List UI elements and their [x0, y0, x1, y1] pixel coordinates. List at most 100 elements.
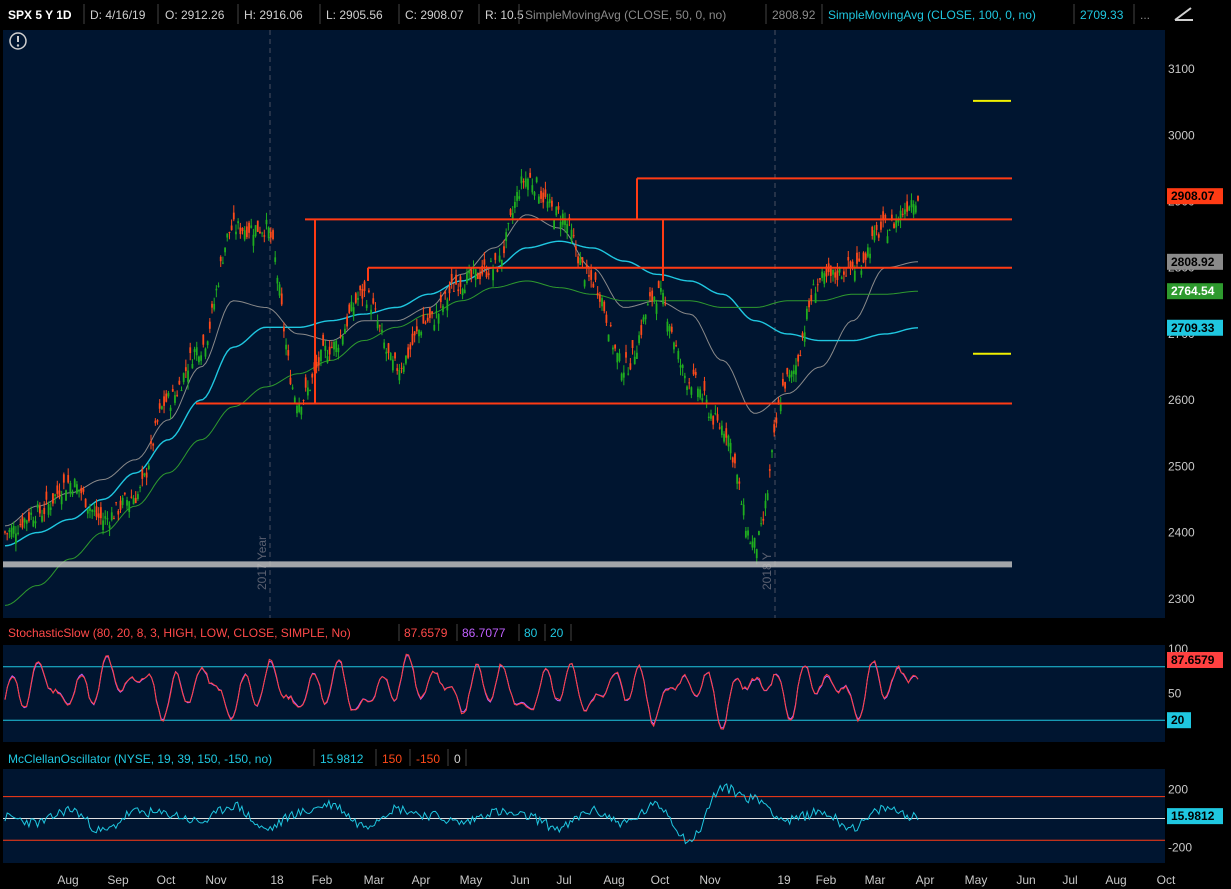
candle-body	[629, 363, 632, 370]
candle-body	[551, 200, 553, 207]
sma100-label[interactable]: SimpleMovingAvg (CLOSE, 100, 0, no)	[828, 8, 1036, 22]
stochastic-value-d: 86.7077	[462, 626, 506, 640]
candle-body	[119, 500, 122, 510]
sma50-line	[4, 214, 919, 527]
candle-body	[494, 253, 497, 260]
candle-body	[899, 210, 902, 221]
candle-body	[411, 333, 414, 345]
mcclellan-label[interactable]: McClellanOscillator (NYSE, 19, 39, 150, …	[8, 752, 272, 766]
candle-body	[283, 326, 285, 332]
alert-icon[interactable]	[9, 32, 27, 50]
candle-body	[47, 504, 50, 515]
candle-body	[80, 487, 83, 494]
candle-body	[189, 347, 192, 353]
candle-body	[82, 488, 85, 492]
candle-body	[675, 345, 678, 347]
candle-body	[694, 371, 697, 376]
candle-body	[847, 256, 850, 261]
mcclellan-value-text: 15.9812	[1171, 809, 1215, 823]
candle-body	[376, 321, 379, 329]
candle-body	[167, 392, 170, 397]
candle-body	[330, 346, 333, 348]
candle-body	[422, 314, 425, 324]
stochastic-label[interactable]: StochasticSlow (80, 20, 8, 3, HIGH, LOW,…	[8, 626, 351, 640]
candle-body	[655, 303, 658, 314]
candle-body	[603, 301, 606, 312]
candle-body	[742, 504, 745, 516]
candle-body	[195, 347, 198, 356]
candle-body	[703, 380, 706, 391]
symbol-label[interactable]: SPX 5 Y 1D	[8, 8, 72, 22]
candle-body	[333, 341, 335, 350]
candle-body	[479, 272, 481, 280]
candle-body	[653, 296, 656, 301]
more-indicator[interactable]: ...	[1140, 8, 1150, 22]
candle-body	[701, 398, 704, 401]
candle-body	[372, 298, 375, 304]
candle-body	[651, 290, 654, 301]
candle-body	[439, 294, 442, 303]
candle-body	[803, 332, 806, 342]
candle-body	[895, 219, 898, 228]
stochastic-tick-label: 50	[1168, 687, 1182, 701]
candle-body	[612, 347, 614, 350]
time-tick-label: Jun	[1016, 873, 1035, 887]
candle-body	[522, 181, 525, 183]
candle-body	[873, 230, 876, 241]
candle-body	[871, 226, 874, 236]
candle-body	[607, 334, 610, 342]
candle-body	[712, 416, 715, 425]
candle-body	[60, 496, 63, 505]
candle-body	[542, 192, 545, 203]
candle-body	[431, 311, 433, 314]
candle-body	[753, 537, 756, 548]
candle-body	[248, 222, 250, 233]
sma50-label[interactable]: SimpleMovingAvg (CLOSE, 50, 0, no)	[525, 8, 726, 22]
candle-body	[500, 259, 503, 267]
candle-body	[805, 308, 808, 320]
price-panel[interactable]	[3, 30, 1165, 618]
candle-body	[659, 287, 662, 292]
candle-body	[657, 281, 660, 289]
price-tick-label: 3000	[1168, 128, 1195, 142]
candle-body	[396, 368, 399, 371]
candle-body	[139, 487, 141, 489]
candle-body	[455, 274, 457, 285]
candle-body	[78, 489, 80, 492]
candle-body	[123, 492, 126, 495]
candle-body	[636, 352, 638, 359]
candle-body	[193, 349, 196, 353]
candle-body	[609, 325, 612, 327]
support-resistance-lines[interactable]	[3, 99, 1012, 568]
candle-body	[697, 388, 699, 398]
price-axis: 2300240025002600270028002900300031002908…	[1167, 62, 1223, 606]
candle-body	[128, 501, 131, 512]
drawing-tool-icon[interactable]	[1168, 2, 1198, 26]
stochastic-panel[interactable]	[3, 645, 1165, 742]
candle-body	[367, 290, 370, 292]
candle-body	[285, 344, 287, 350]
candle-body	[158, 403, 161, 409]
candle-body	[858, 258, 861, 262]
candle-body	[198, 356, 200, 363]
time-tick-label: Oct	[1157, 873, 1176, 887]
candle-body	[261, 232, 264, 234]
time-tick-label: Mar	[364, 873, 385, 887]
price-value-text: 2709.33	[1171, 321, 1215, 335]
candle-body	[832, 269, 834, 275]
candle-body	[851, 261, 854, 268]
candle-body	[838, 267, 841, 273]
candle-body	[572, 235, 575, 237]
candle-body	[54, 494, 57, 496]
candle-body	[553, 220, 556, 230]
mcclellan-panel[interactable]	[3, 769, 1165, 863]
price-plot	[4, 168, 919, 606]
candle-body	[374, 308, 377, 310]
time-tick-label: Aug	[603, 873, 624, 887]
candle-body	[588, 275, 590, 277]
candle-body	[348, 304, 351, 313]
candle-body	[901, 213, 904, 215]
high-label: H: 2916.06	[244, 8, 303, 22]
candle-body	[335, 340, 338, 353]
